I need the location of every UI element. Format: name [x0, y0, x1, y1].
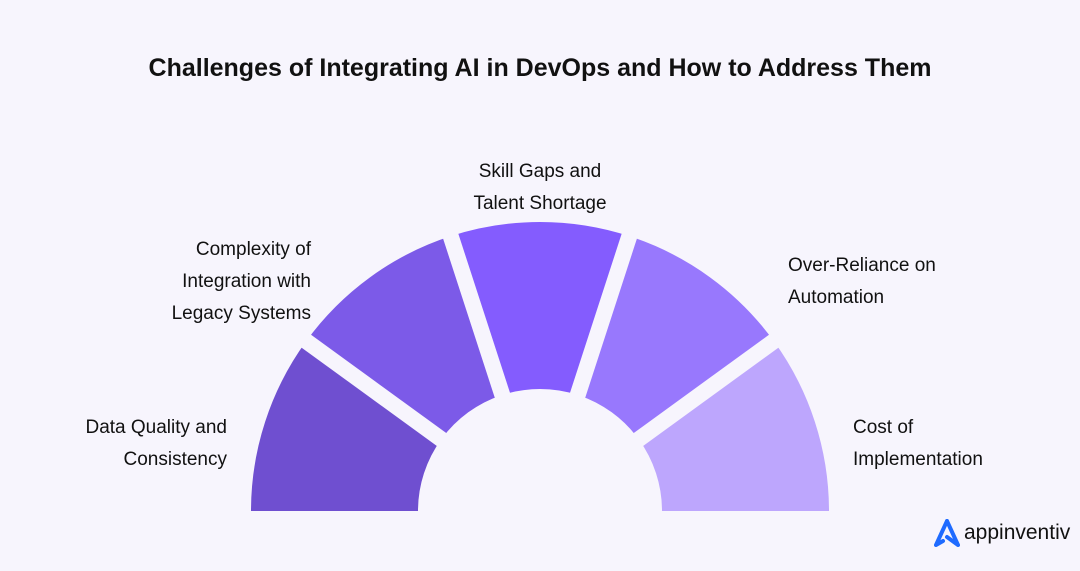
segment-3 [577, 236, 774, 440]
page-title: Challenges of Integrating AI in DevOps a… [148, 54, 932, 82]
label-over-reliance: Over-Reliance on Automation [788, 255, 936, 308]
segment-1 [306, 236, 503, 440]
segment-gap [293, 328, 497, 483]
segment-0 [251, 341, 442, 511]
segment-gap [583, 328, 787, 483]
segment-gap [550, 224, 641, 457]
logo-mark-icon [934, 519, 960, 547]
segment-gap [439, 224, 530, 457]
appinventiv-logo: appinventiv [934, 519, 1070, 547]
label-cost: Cost of Implementation [853, 417, 983, 470]
label-complexity: Complexity of Integration with Legacy Sy… [171, 239, 311, 324]
semicircle-diagram [251, 222, 829, 511]
label-data-quality: Data Quality and Consistency [85, 417, 227, 470]
label-skill-gaps: Skill Gaps and Talent Shortage [473, 161, 607, 214]
logo-text: appinventiv [964, 521, 1071, 544]
segment-4 [638, 341, 829, 511]
